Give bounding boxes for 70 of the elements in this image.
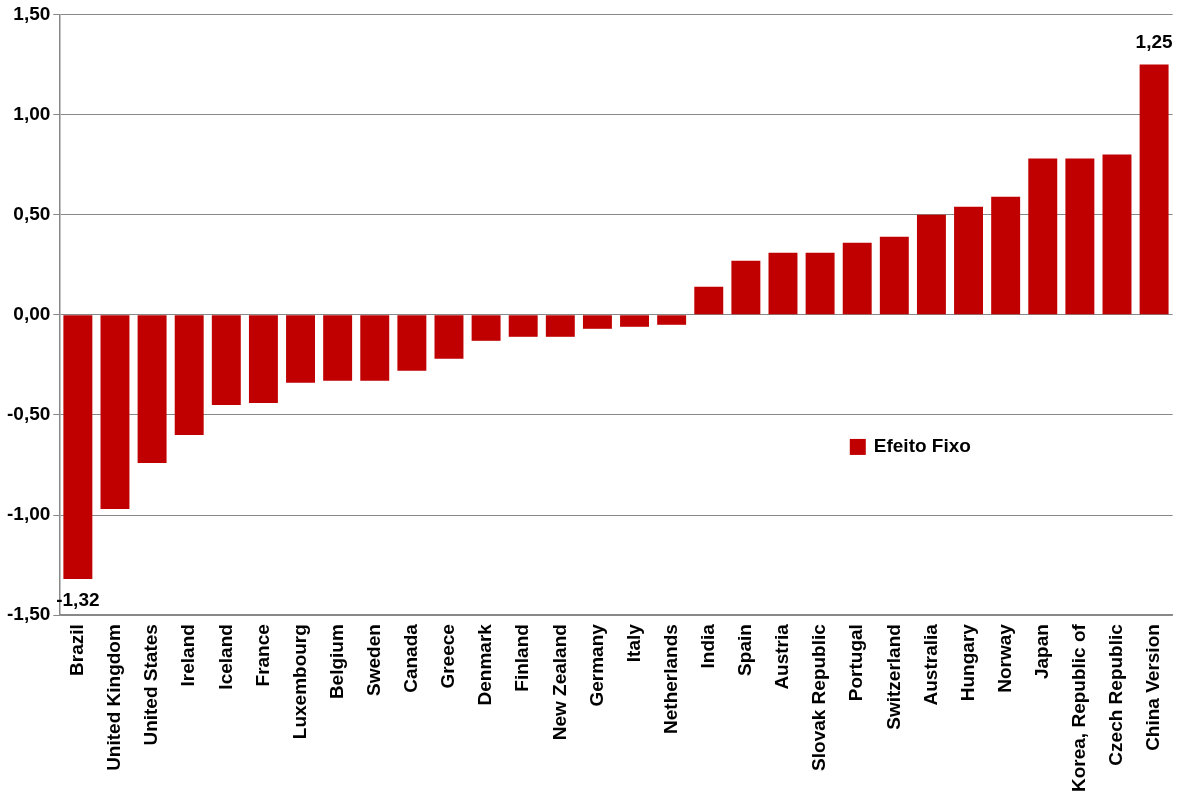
x-tick-label: Germany: [585, 623, 607, 707]
bar: [916, 214, 946, 315]
y-tick-label: 1,00: [13, 102, 51, 124]
x-tick-label: China Version: [1142, 624, 1164, 751]
bar: [471, 315, 501, 341]
bar: [508, 315, 538, 337]
bar: [545, 315, 575, 337]
bar: [63, 315, 93, 580]
bar: [137, 315, 167, 463]
y-tick-label: 0,50: [13, 202, 51, 224]
bar: [434, 315, 464, 359]
x-tick-label: Brazil: [66, 624, 88, 676]
y-tick-label: -1,00: [6, 503, 51, 525]
bar: [286, 315, 316, 383]
bar: [174, 315, 204, 435]
x-tick-label: Belgium: [325, 624, 347, 700]
x-tick-label: Australia: [919, 623, 941, 706]
bar: [1139, 64, 1169, 315]
x-tick-label: Austria: [771, 623, 793, 690]
x-tick-label: New Zealand: [548, 624, 570, 741]
bar: [1028, 158, 1058, 315]
x-tick-label: Finland: [511, 624, 533, 692]
bar: [248, 315, 278, 403]
data-label: -1,32: [56, 588, 100, 610]
x-tick-label: Sweden: [362, 624, 384, 696]
x-tick-label: Switzerland: [882, 624, 904, 730]
x-tick-label: Portugal: [845, 624, 867, 702]
x-tick-label: United Kingdom: [103, 624, 125, 771]
x-tick-label: Greece: [437, 624, 459, 689]
x-tick-label: Luxembourg: [288, 624, 310, 740]
x-tick-label: Canada: [400, 623, 422, 693]
data-label: 1,25: [1135, 31, 1174, 53]
x-tick-label: Hungary: [956, 623, 978, 702]
x-tick-label: Denmark: [474, 623, 496, 706]
y-tick-label: -0,50: [6, 403, 51, 425]
x-tick-label: Netherlands: [659, 624, 681, 734]
x-tick-label: France: [251, 624, 273, 687]
x-tick-label: United States: [140, 624, 162, 746]
x-tick-label: Japan: [1031, 624, 1052, 680]
bar: [100, 315, 130, 510]
bar: [991, 196, 1021, 315]
bar: [768, 252, 798, 315]
bar: [731, 260, 761, 315]
x-tick-label: Ireland: [177, 624, 199, 687]
bar: [805, 252, 835, 315]
x-tick-label: Norway: [993, 623, 1015, 693]
bar: [360, 315, 390, 381]
x-tick-label: India: [696, 623, 718, 669]
bar: [1102, 154, 1132, 315]
legend-label: Efeito Fixo: [873, 435, 971, 457]
bar: [397, 315, 427, 371]
bar: [1065, 158, 1095, 315]
bar: [323, 315, 353, 381]
y-tick-label: 0,00: [13, 303, 51, 325]
y-tick-label: 1,50: [13, 2, 51, 24]
x-tick-label: Korea, Republic of: [1068, 623, 1090, 792]
bar: [954, 206, 984, 315]
bar: [657, 315, 687, 325]
bar: [582, 315, 612, 329]
bar: [211, 315, 241, 405]
bar: [694, 286, 724, 315]
bar: [620, 315, 650, 327]
bar: [879, 236, 909, 315]
x-tick-label: Italy: [622, 623, 644, 663]
bar: [842, 242, 872, 315]
x-tick-label: Iceland: [214, 624, 236, 690]
x-tick-label: Slovak Republic: [808, 623, 830, 771]
y-tick-label: -1,50: [6, 603, 51, 625]
x-tick-label: Spain: [734, 624, 756, 676]
x-tick-label: Czech Republic: [1105, 623, 1127, 766]
